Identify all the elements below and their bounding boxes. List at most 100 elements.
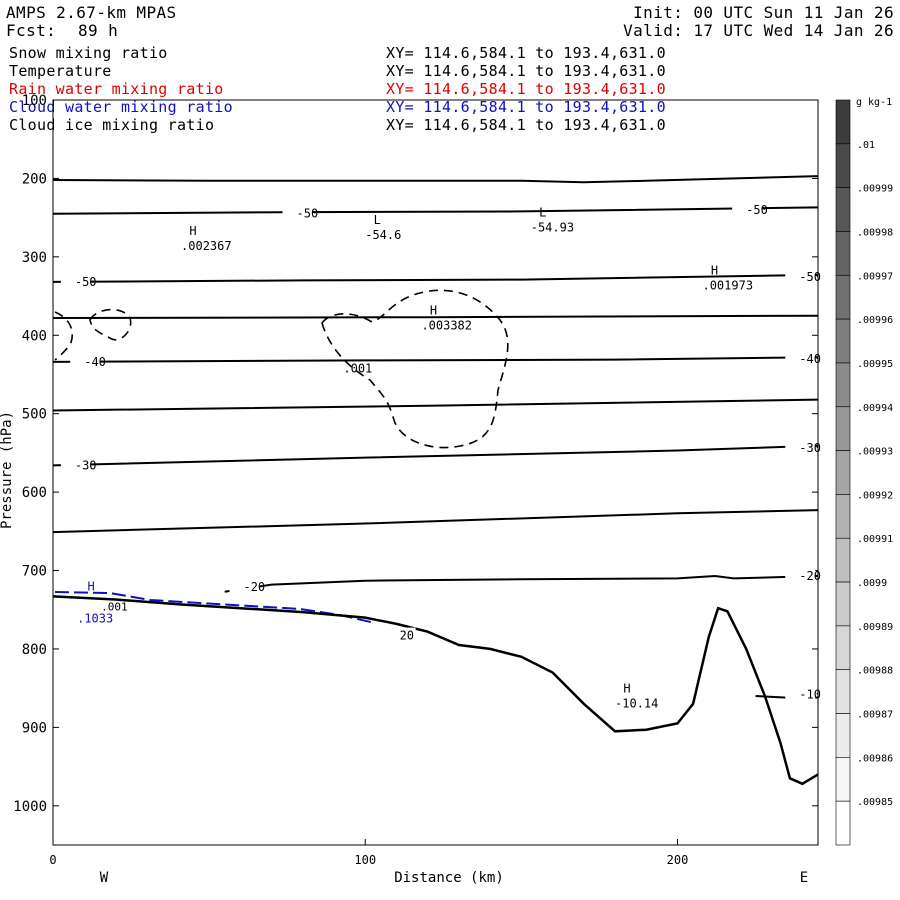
legend-swatch (835, 450, 851, 495)
legend-swatch (835, 99, 851, 145)
legend-value: .00987 (857, 710, 893, 721)
field-xy-cloud-ice: XY= 114.6,584.1 to 193.4,631.0 (386, 116, 666, 134)
temperature-contour-line (52, 444, 819, 467)
temperature-contour-line (52, 314, 819, 319)
y-tick-label: 100 (22, 93, 47, 109)
cloud-water-value: .1033 (77, 612, 113, 626)
field-name-snow: Snow mixing ratio (9, 44, 168, 62)
legend-title: g kg-1 (856, 97, 892, 108)
x-tick-label: 100 (354, 853, 376, 867)
contour-label: -50 (297, 207, 319, 221)
field-name-cloud-ice: Cloud ice mixing ratio (9, 116, 215, 134)
temperature-contour-line (52, 273, 819, 283)
legend-swatch (835, 713, 851, 758)
contour-label: -30 (799, 441, 821, 455)
contour-label: -50 (799, 270, 821, 284)
valid-time: Valid: 17 UTC Wed 14 Jan 26 (623, 21, 894, 40)
y-tick-label: 200 (22, 171, 47, 187)
contour-label: -20 (243, 580, 265, 594)
extremum-letter: H (189, 224, 196, 238)
legend-value: .00986 (857, 753, 893, 764)
extremum-letter: L (374, 213, 381, 227)
extremum-value: .001 (343, 361, 372, 375)
extremum-value: .001973 (702, 278, 753, 292)
extrema-markers: H.002367L-54.6L-54.93H.001973H.003382.00… (77, 205, 753, 710)
extremum-value: .002367 (181, 239, 232, 253)
cloud-water-letter: H (87, 580, 94, 594)
contour-label-gap (385, 627, 416, 642)
x-tick-label: 200 (667, 853, 689, 867)
cloud-ice-contour-main (321, 289, 509, 449)
temperature-contour-line (52, 356, 819, 363)
legend-value: .00985 (857, 797, 893, 808)
y-tick-label: 600 (22, 485, 47, 501)
field-name-rain: Rain water mixing ratio (9, 80, 224, 98)
cloud-ice-contour-west (89, 308, 132, 341)
extremum-value: -10.14 (615, 696, 658, 710)
y-axis-title: Pressure (hPa) (0, 411, 15, 529)
legend-value: .00995 (857, 359, 893, 370)
contour-label-gap (785, 269, 816, 284)
cloud-water-small-value: .001 (101, 601, 128, 614)
terrain (52, 595, 819, 786)
forecast-label: Fcst: (6, 21, 57, 40)
legend-value: .00992 (857, 490, 893, 501)
temperature-contour-line (52, 398, 819, 412)
y-tick-label: 700 (22, 564, 47, 580)
legend-swatch (835, 757, 851, 802)
legend-value: .00991 (857, 534, 893, 545)
legend-swatch (835, 800, 851, 846)
x-tick-label: 0 (49, 853, 56, 867)
contour-label-gap (60, 273, 91, 288)
contour-label-gap (785, 686, 816, 701)
x-axis-title: Distance (km) (394, 870, 504, 886)
temperature-contour-line (224, 574, 819, 593)
contour-label-gap (70, 353, 101, 368)
contour-label-gap (60, 457, 91, 472)
legend-value: .0099 (857, 578, 887, 589)
init-time: Init: 00 UTC Sun 11 Jan 26 (633, 3, 894, 22)
legend-swatch (835, 669, 851, 714)
legend-value: .00993 (857, 447, 893, 458)
legend-swatch (835, 494, 851, 539)
legend-swatch (835, 362, 851, 408)
legend-swatch (835, 406, 851, 451)
contour-label-gap (785, 440, 816, 455)
direction-east: E (800, 870, 808, 886)
y-tick-label: 400 (22, 328, 47, 344)
extremum-value: -54.6 (365, 228, 401, 242)
forecast-hour: 89 h (78, 21, 119, 40)
y-tick-label: 900 (22, 720, 47, 736)
contour-label-gap (785, 350, 816, 365)
cloud-ice-contour-edge (54, 311, 74, 361)
contour-label: -10 (799, 687, 821, 701)
x-axis: 0 100 200 (49, 839, 688, 867)
contour-label: -20 (799, 569, 821, 583)
contour-label: -50 (746, 203, 768, 217)
field-name-cloud-water: Cloud water mixing ratio (9, 98, 233, 116)
temperature-contour-line (52, 509, 819, 534)
legend-swatch (835, 187, 851, 232)
legend-swatch (835, 143, 851, 188)
extremum-value: .003382 (421, 318, 472, 332)
legend-value: .00998 (857, 227, 893, 238)
contour-label-gap (282, 205, 313, 220)
contour-label: -50 (75, 275, 97, 289)
legend-swatch (835, 231, 851, 276)
color-legend: g kg-1 .01 .00999 .00998 .00997 .00996 .00995.… (835, 97, 893, 846)
extremum-letter: H (623, 681, 630, 695)
legend-swatch (835, 318, 851, 364)
contour-label: -40 (84, 355, 106, 369)
legend-value: .00989 (857, 622, 893, 633)
field-xy-snow: XY= 114.6,584.1 to 193.4,631.0 (386, 44, 666, 62)
contour-label-gap (229, 578, 260, 593)
legend-swatch (835, 625, 851, 671)
legend-swatch (835, 274, 851, 320)
legend-swatch (835, 537, 851, 583)
legend-value: .00994 (857, 403, 893, 414)
legend-swatch (835, 581, 851, 627)
field-name-temperature: Temperature (9, 62, 112, 80)
field-xy-temperature: XY= 114.6,584.1 to 193.4,631.0 (386, 62, 666, 80)
legend-value: .01 (857, 140, 875, 151)
